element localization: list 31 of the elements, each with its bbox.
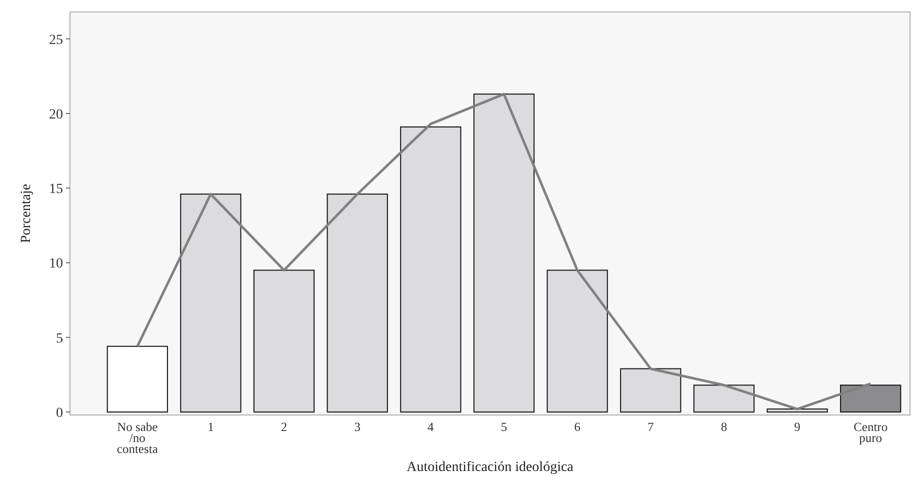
line-series	[136, 92, 872, 410]
x-tick-label: 4	[428, 420, 435, 434]
y-tick-label: 0	[56, 406, 63, 421]
bar	[253, 270, 315, 413]
y-tick-label: 5	[56, 331, 63, 346]
x-tick-label: No sabe /no contesta	[116, 420, 158, 456]
bar	[840, 384, 902, 413]
x-tick-label: 6	[574, 420, 580, 434]
x-tick-label: 7	[648, 420, 654, 434]
x-tick-label: Centro puro	[854, 420, 888, 445]
bar	[766, 408, 828, 413]
bar	[180, 194, 242, 413]
x-tick-label: 8	[720, 420, 728, 434]
y-tick-label: 25	[49, 32, 63, 48]
y-tick-label: 20	[49, 107, 63, 122]
y-tick-label: 10	[49, 256, 63, 272]
bar	[400, 126, 462, 413]
x-axis-title: Autoidentificación ideológica	[406, 460, 574, 475]
bar	[106, 346, 168, 413]
bar	[620, 368, 682, 413]
x-tick-label: 5	[500, 420, 508, 434]
y-axis-title: Porcentaje	[19, 184, 34, 244]
bar	[473, 94, 535, 413]
x-tick-label: 3	[354, 420, 360, 434]
x-tick-label: 2	[280, 420, 288, 434]
bar	[693, 384, 755, 413]
y-tick-label: 15	[49, 182, 63, 198]
x-tick-label: 9	[794, 420, 800, 434]
bar	[326, 194, 388, 413]
bar	[546, 270, 608, 413]
x-tick-label: 1	[208, 420, 214, 434]
